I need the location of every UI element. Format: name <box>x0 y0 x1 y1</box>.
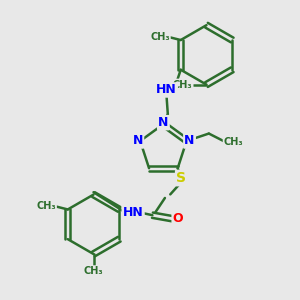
Text: CH₃: CH₃ <box>36 202 56 212</box>
Text: N: N <box>158 116 169 129</box>
Text: CH₃: CH₃ <box>224 137 243 147</box>
Text: S: S <box>176 171 186 185</box>
Text: CH₃: CH₃ <box>150 32 170 42</box>
Text: HN: HN <box>156 83 177 97</box>
Text: N: N <box>184 134 195 148</box>
Text: CH₃: CH₃ <box>84 266 103 276</box>
Text: HN: HN <box>123 206 143 219</box>
Text: O: O <box>173 212 183 225</box>
Text: N: N <box>133 134 143 148</box>
Text: CH₃: CH₃ <box>173 80 193 90</box>
